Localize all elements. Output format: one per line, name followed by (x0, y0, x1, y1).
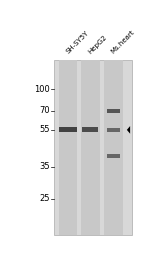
Text: HepG2: HepG2 (87, 34, 108, 55)
Bar (107, 154, 120, 158)
Bar (104, 60, 123, 235)
Bar (106, 128, 120, 132)
Bar (106, 108, 120, 113)
Text: 25: 25 (40, 194, 50, 203)
Text: SH-SY5Y: SH-SY5Y (65, 30, 90, 55)
Text: Ms.heart: Ms.heart (110, 29, 136, 55)
Bar (59, 127, 77, 132)
Text: 35: 35 (39, 162, 50, 171)
Bar (82, 127, 98, 132)
Text: 100: 100 (34, 85, 50, 94)
Text: 55: 55 (40, 125, 50, 134)
Bar (81, 60, 100, 235)
Bar (59, 60, 77, 235)
Text: 70: 70 (39, 106, 50, 115)
Polygon shape (127, 126, 130, 134)
Bar (54, 60, 132, 235)
